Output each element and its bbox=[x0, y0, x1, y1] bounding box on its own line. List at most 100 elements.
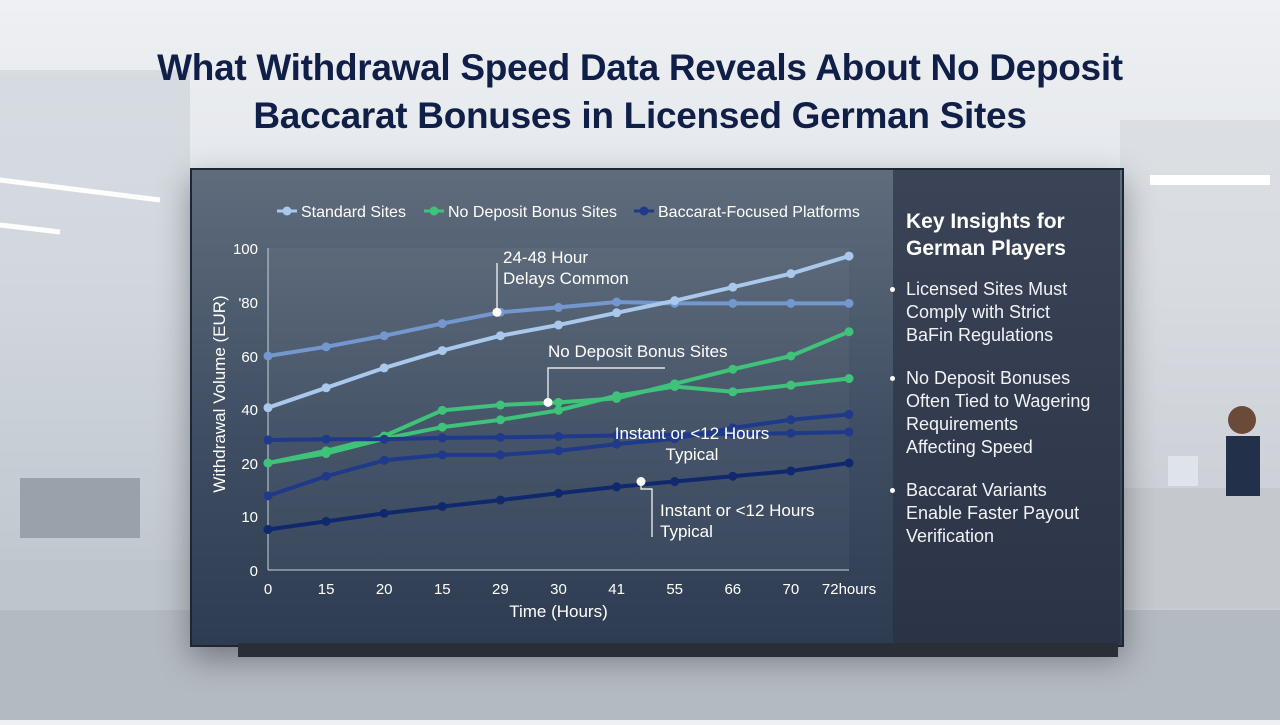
y-tick-label: 0 bbox=[250, 563, 258, 580]
data-point bbox=[437, 319, 447, 329]
data-point bbox=[612, 308, 622, 318]
x-tick-label: 15 bbox=[434, 581, 451, 598]
x-axis-label: Time (Hours) bbox=[509, 602, 608, 621]
ceiling-light-right bbox=[1150, 175, 1270, 185]
page-title-line-1: What Withdrawal Speed Data Reveals About… bbox=[157, 47, 1123, 88]
annotation-marker bbox=[543, 397, 553, 407]
data-point bbox=[844, 327, 854, 337]
insight-text: BaFin Regulations bbox=[906, 325, 1054, 345]
insights-list: Licensed Sites Must Comply with Strict B… bbox=[888, 278, 1113, 568]
data-point bbox=[263, 403, 273, 413]
data-point bbox=[437, 433, 447, 443]
data-point bbox=[495, 432, 505, 442]
data-point bbox=[844, 458, 854, 468]
insight-text: No Deposit Bonuses bbox=[906, 368, 1071, 388]
data-point bbox=[554, 446, 563, 456]
data-point bbox=[612, 430, 622, 440]
legend-label: Baccarat-Focused Platforms bbox=[658, 204, 860, 221]
data-point bbox=[554, 397, 563, 407]
annotation-label: Instant or <12 Hours bbox=[660, 501, 815, 520]
data-point bbox=[321, 434, 331, 444]
data-point bbox=[786, 466, 796, 476]
chart-series bbox=[263, 251, 854, 534]
data-point bbox=[612, 391, 622, 401]
data-point bbox=[437, 405, 447, 415]
data-point bbox=[844, 427, 854, 437]
data-point bbox=[670, 381, 680, 391]
annotation-marker bbox=[636, 477, 646, 487]
insights-title-line-2: German Players bbox=[906, 237, 1066, 260]
data-point bbox=[437, 346, 447, 356]
annotation-label: Typical bbox=[660, 522, 713, 541]
data-point bbox=[844, 374, 854, 384]
data-point bbox=[786, 298, 796, 308]
insight-text: Licensed Sites Must bbox=[906, 279, 1068, 299]
data-point bbox=[495, 450, 505, 460]
data-point bbox=[263, 458, 273, 468]
desk-right bbox=[1120, 488, 1280, 608]
data-point bbox=[554, 302, 563, 312]
legend-label: Standard Sites bbox=[301, 204, 406, 221]
data-point bbox=[379, 455, 389, 465]
insight-text: Often Tied to Wagering bbox=[906, 391, 1091, 411]
data-point bbox=[612, 439, 622, 449]
data-point bbox=[495, 400, 505, 410]
insight-text: Requirements bbox=[906, 414, 1019, 434]
annotation-label: Delays Common bbox=[503, 269, 629, 288]
y-tick-label: '80 bbox=[238, 295, 258, 312]
legend-marker-icon bbox=[282, 206, 292, 216]
data-point bbox=[379, 331, 389, 341]
data-point bbox=[844, 251, 854, 261]
x-tick-label: 55 bbox=[666, 581, 683, 598]
x-tick-label: 15 bbox=[318, 581, 335, 598]
x-tick-label: 20 bbox=[376, 581, 393, 598]
data-point bbox=[263, 351, 273, 361]
data-point bbox=[670, 477, 680, 487]
insight-text: Affecting Speed bbox=[906, 437, 1033, 457]
data-point bbox=[379, 363, 389, 373]
desk-left bbox=[20, 478, 140, 538]
data-point bbox=[263, 491, 273, 501]
y-tick-label: 60 bbox=[241, 349, 258, 366]
bullet-icon bbox=[890, 287, 895, 292]
data-point bbox=[728, 364, 738, 374]
data-point bbox=[844, 409, 854, 419]
page-title-line-2: Baccarat Bonuses in Licensed German Site… bbox=[253, 95, 1027, 136]
data-point bbox=[437, 450, 447, 460]
data-point bbox=[321, 449, 331, 459]
data-point bbox=[728, 387, 738, 397]
y-tick-label: 100 bbox=[233, 241, 258, 258]
data-point bbox=[786, 428, 796, 438]
data-point bbox=[728, 282, 738, 292]
data-point bbox=[263, 435, 273, 445]
data-point bbox=[554, 405, 563, 415]
x-tick-label: 41 bbox=[608, 581, 625, 598]
data-point bbox=[786, 380, 796, 390]
insight-item: Licensed Sites Must Comply with Strict B… bbox=[888, 278, 1113, 347]
insights-panel bbox=[893, 170, 1120, 643]
data-point bbox=[379, 434, 389, 444]
annotation-label: Instant or <12 Hours bbox=[615, 424, 770, 443]
annotation-marker bbox=[492, 307, 502, 317]
data-point bbox=[728, 298, 738, 308]
data-point bbox=[786, 269, 796, 279]
insight-text: Baccarat Variants bbox=[906, 480, 1047, 500]
x-tick-label: 30 bbox=[550, 581, 567, 598]
chart-axes: 0 10 20 40 60 '80 100 0 15 20 15 29 30 41 55 66 70 72hour… bbox=[210, 241, 876, 621]
data-point bbox=[495, 415, 505, 425]
data-point bbox=[844, 298, 854, 308]
data-point bbox=[728, 423, 738, 433]
data-point bbox=[670, 296, 680, 306]
data-point bbox=[612, 482, 622, 492]
x-tick-label: 29 bbox=[492, 581, 509, 598]
person-head bbox=[1228, 406, 1256, 434]
legend-label: No Deposit Bonus Sites bbox=[448, 204, 617, 221]
insight-text: Enable Faster Payout bbox=[906, 503, 1080, 523]
x-tick-label: 0 bbox=[264, 581, 272, 598]
data-point bbox=[554, 488, 563, 498]
data-point bbox=[670, 434, 680, 444]
y-tick-label: 10 bbox=[241, 509, 258, 526]
y-tick-label: 40 bbox=[241, 402, 258, 419]
display-stand bbox=[238, 643, 1118, 657]
person-body bbox=[1226, 436, 1260, 496]
